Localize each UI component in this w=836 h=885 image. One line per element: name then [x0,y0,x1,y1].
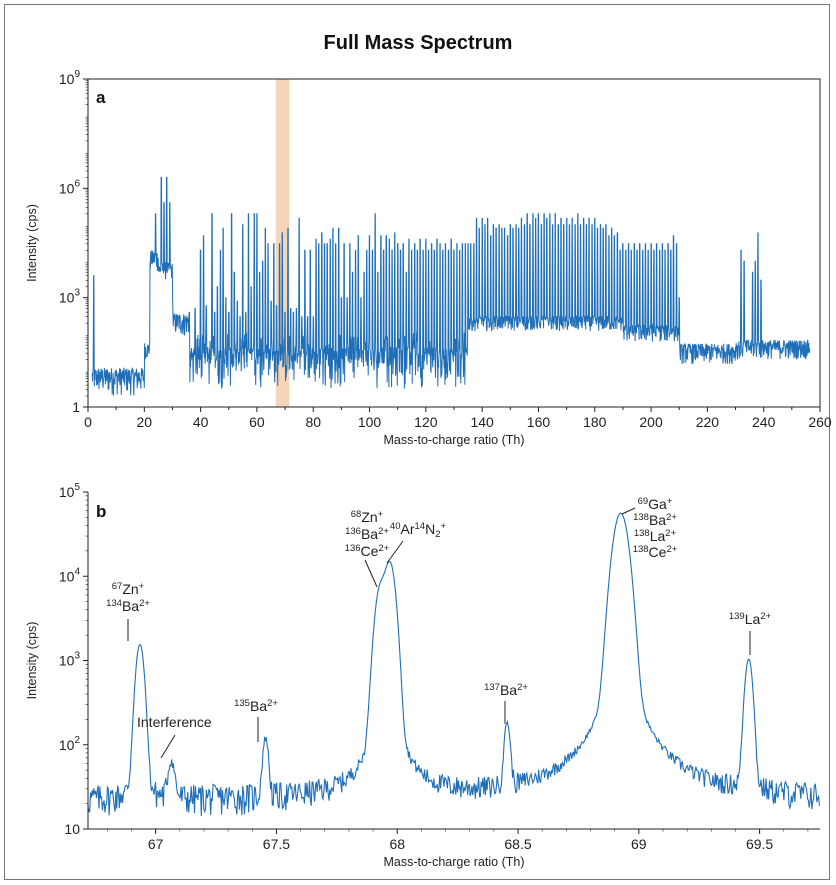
panel-a: 0 20 40 60 80 100 120 140 160 180 200 220 240 260 109 1… [25,69,832,447]
panel-b: 67 67.5 68 68.5 69 69.5 105 104 103 102 10 Mass-to-… [25,482,820,869]
figure-frame [4,4,830,880]
y-tick-label-b: 102 [59,735,81,753]
x-tick-label-a: 60 [249,414,265,430]
y-tick-label-a: 103 [59,288,81,306]
x-tick-label-a: 20 [137,414,153,430]
annotation-135ba: 135Ba2+ [234,698,278,742]
annotation-interference: Interference [137,714,212,759]
annotation-line: 138Ba2+ [633,512,677,528]
annotation-line: 139La2+ [729,611,772,627]
annotation-line: Interference [137,714,212,730]
annotation-line: 136Ba2+ [345,526,389,542]
x-tick-label-b: 67.5 [263,836,290,852]
x-tick-label-a: 80 [305,414,321,430]
x-tick-label-a: 40 [193,414,209,430]
panel-letter-a: a [96,88,106,107]
annotation-leader [160,734,176,759]
x-tick-label-a: 220 [696,414,720,430]
annotation-line: 40Ar14N2+ [390,521,447,540]
x-tick-label-b: 68.5 [504,836,531,852]
y-tick-label-b: 10 [64,821,80,837]
panel-letter-b: b [96,502,106,521]
annotation-69ga: 69Ga+138Ba2+138La2+138Ce2+ [621,496,678,560]
annotation-68zn: 68Zn+136Ba2+136Ce2+ [345,509,390,588]
annotation-line: 138La2+ [634,528,677,544]
x-tick-label-a: 100 [358,414,382,430]
annotation-139la: 139La2+ [729,611,772,655]
annotation-line: 67Zn+ [112,581,145,597]
annotation-leader [386,540,404,564]
spectrum-b-line [87,512,820,816]
y-tick-label-b: 104 [59,566,81,584]
annotation-leader [621,507,636,515]
x-axis-label-b: Mass-to-charge ratio (Th) [383,855,524,869]
x-tick-label-b: 67 [148,836,164,852]
x-tick-label-a: 160 [527,414,551,430]
y-axis-label-a: Intensity (cps) [25,204,39,282]
x-tick-label-b: 68 [389,836,405,852]
annotation-line: 134Ba2+ [106,598,150,614]
x-tick-label-a: 180 [583,414,607,430]
annotation-67zn: 67Zn+134Ba2+ [106,581,150,641]
y-tick-label-b: 103 [59,651,81,669]
annotation-line: 135Ba2+ [234,698,278,714]
y-axis-label-b: Intensity (cps) [25,622,39,700]
x-tick-label-a: 0 [84,414,92,430]
spectrum-a-line [91,176,811,396]
annotation-line: 138Ce2+ [633,544,678,560]
y-tick-label-a: 106 [59,178,81,196]
x-tick-label-a: 200 [639,414,663,430]
x-tick-label-a: 260 [808,414,832,430]
y-tick-label-a: 109 [59,69,81,87]
y-tick-label-b: 105 [59,482,81,500]
x-tick-label-b: 69 [631,836,647,852]
annotation-line: 137Ba2+ [484,682,528,698]
x-axis-label-a: Mass-to-charge ratio (Th) [383,433,524,447]
y-tick-label-a: 1 [72,399,80,415]
annotation-line: 136Ce2+ [345,543,390,559]
annotation-137ba: 137Ba2+ [484,682,528,724]
annotation-40ar: 40Ar14N2+ [386,521,447,564]
x-tick-label-b: 69.5 [746,836,773,852]
x-tick-label-a: 120 [414,414,438,430]
annotation-line: 69Ga+ [638,496,673,512]
annotation-line: 68Zn+ [351,509,384,525]
x-tick-label-a: 140 [470,414,494,430]
annotation-leader [364,559,378,588]
figure-title: Full Mass Spectrum [323,32,513,54]
x-tick-label-a: 240 [752,414,776,430]
